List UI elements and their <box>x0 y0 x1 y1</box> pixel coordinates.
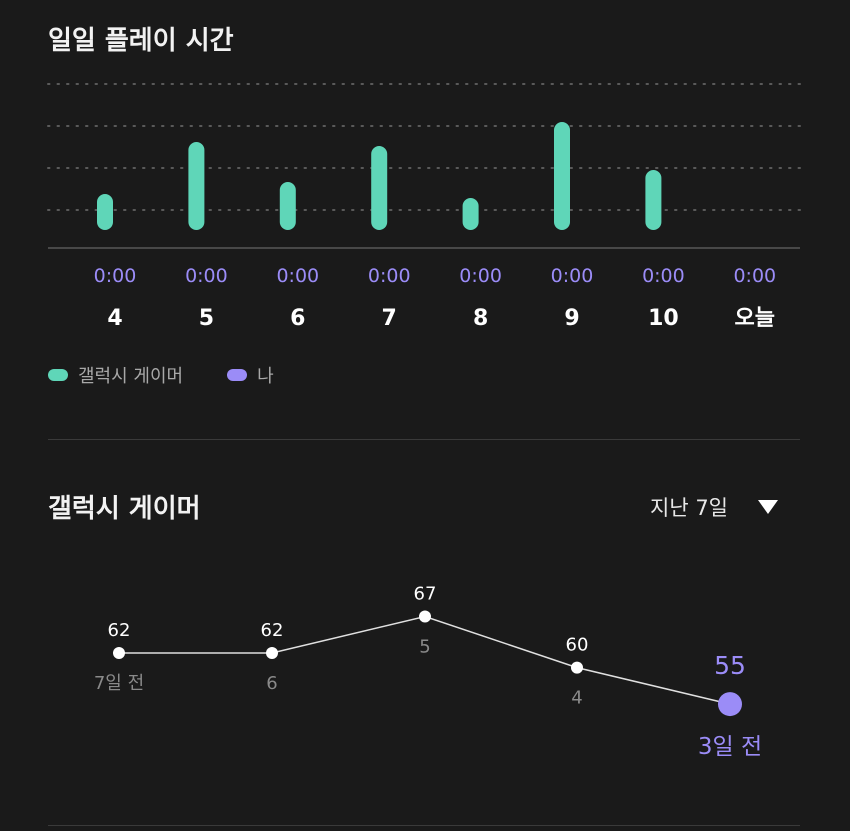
dropdown-triangle-icon <box>758 500 778 514</box>
legend-swatch-gamer <box>48 369 68 381</box>
bar-7 <box>371 146 388 230</box>
bar-9 <box>554 122 570 230</box>
legend-label-gamer: 갤럭시 게이머 <box>78 366 184 387</box>
x-tick-label-5: 9 <box>564 306 579 331</box>
my-time-label-4: 0:00 <box>459 265 502 287</box>
x-tick-label-6: 10 <box>648 306 679 331</box>
point-highlight <box>718 692 742 717</box>
x-tick-label-3: 7 <box>382 306 397 331</box>
period-dropdown[interactable]: 지난 7일 <box>650 492 778 522</box>
my-time-label-3: 0:00 <box>368 265 411 287</box>
bar-10 <box>645 170 662 230</box>
trend-line <box>119 615 731 705</box>
point-3 <box>571 661 583 674</box>
bar-8 <box>462 198 479 230</box>
x-tick-label-2: 6 <box>290 306 305 331</box>
my-time-label-1: 0:00 <box>185 265 228 287</box>
my-time-label-0: 0:00 <box>94 265 137 287</box>
point-category-label-0: 7일 전 <box>94 673 144 694</box>
x-tick-label-7: 오늘 <box>735 306 775 331</box>
my-time-label-2: 0:00 <box>276 265 319 287</box>
daily-playtime-chart: 0:00 4 0:00 5 0:00 6 0:00 7 0:00 8 0:00 9 0:00 10 0:00… <box>47 83 801 331</box>
point-value-label-0: 62 <box>108 620 131 641</box>
point-value-label-3: 60 <box>566 635 589 656</box>
bottom-divider <box>48 825 800 826</box>
my-time-label-6: 0:00 <box>642 265 685 287</box>
point-category-label-3: 4 <box>571 688 582 709</box>
point-value-label-2: 67 <box>414 584 437 605</box>
point-category-label-1: 6 <box>266 673 277 694</box>
my-time-label-5: 0:00 <box>551 265 594 287</box>
legend-item-me: 나 <box>227 362 274 388</box>
bar-4 <box>97 194 113 230</box>
section-divider <box>48 439 800 440</box>
point-category-label-2: 5 <box>419 637 430 658</box>
point-category-label-4: 3일 전 <box>698 734 762 760</box>
x-tick-label-1: 5 <box>199 306 214 331</box>
legend-item-gamer: 갤럭시 게이머 <box>48 362 183 388</box>
period-selected-label: 지난 7일 <box>650 496 728 520</box>
point-value-label-4: 55 <box>714 651 746 680</box>
point-0 <box>113 647 125 659</box>
gamer-section-title: 갤럭시 게이머 <box>48 494 201 524</box>
chart-legend: 갤럭시 게이머 나 <box>48 362 318 388</box>
legend-label-me: 나 <box>257 366 274 387</box>
x-tick-label-4: 8 <box>473 306 488 331</box>
x-tick-label-0: 4 <box>107 306 122 331</box>
point-1 <box>266 647 278 659</box>
legend-swatch-me <box>227 369 248 381</box>
bar-6 <box>279 182 296 230</box>
daily-playtime-title: 일일 플레이 시간 <box>48 26 234 56</box>
point-2 <box>419 610 431 623</box>
gamer-trend-chart: 62 7일 전 62 6 67 5 60 4 55 3일 전 <box>94 584 762 761</box>
my-time-label-7: 0:00 <box>733 265 776 287</box>
point-value-label-1: 62 <box>261 620 284 641</box>
bar-5 <box>188 142 205 230</box>
